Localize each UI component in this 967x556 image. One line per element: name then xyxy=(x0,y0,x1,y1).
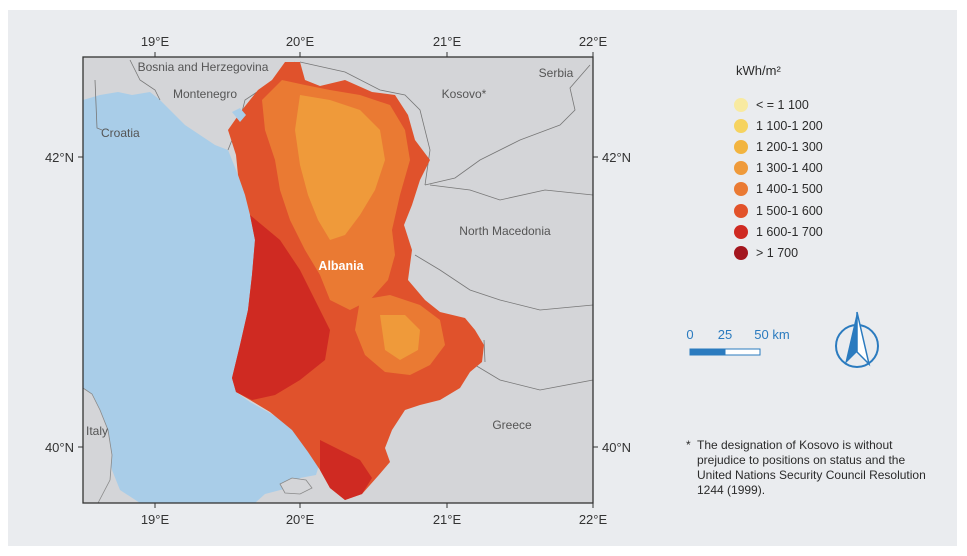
legend-swatch xyxy=(734,97,748,112)
axis-ticks xyxy=(78,52,598,508)
legend-item: 1 400-1 500 xyxy=(734,179,823,200)
legend-label: 1 200-1 300 xyxy=(756,139,823,154)
legend-label: 1 500-1 600 xyxy=(756,203,823,218)
southern-coast xyxy=(320,440,372,500)
legend-item: < = 1 100 xyxy=(734,94,823,115)
label-north-macedonia: North Macedonia xyxy=(459,224,551,238)
legend-swatch xyxy=(734,161,748,176)
label-croatia: Croatia xyxy=(101,126,140,140)
legend-item: 1 600-1 700 xyxy=(734,221,823,242)
legend: < = 1 100 1 100-1 200 1 200-1 300 1 300-1 4… xyxy=(734,94,823,264)
legend-item: 1 200-1 300 xyxy=(734,136,823,157)
top-longitude-19: 19°E xyxy=(141,34,170,49)
legend-label: 1 600-1 700 xyxy=(756,224,823,239)
scale-label-0: 0 xyxy=(686,327,693,342)
legend-swatch xyxy=(734,118,748,133)
legend-item: 1 500-1 600 xyxy=(734,200,823,221)
label-italy: Italy xyxy=(86,424,108,438)
bottom-longitude-21: 21°E xyxy=(433,512,462,527)
left-latitude-42: 42°N xyxy=(45,150,74,165)
legend-swatch xyxy=(734,224,748,239)
bottom-longitude-19: 19°E xyxy=(141,512,170,527)
label-bosnia: Bosnia and Herzegovina xyxy=(138,60,269,74)
scale-label-25: 25 xyxy=(718,327,732,342)
lake-shkodra xyxy=(232,108,246,122)
legend-swatch xyxy=(734,203,748,218)
bottom-longitude-22: 22°E xyxy=(579,512,608,527)
scale-bar: 0 25 50 km xyxy=(686,327,790,356)
label-serbia: Serbia xyxy=(539,66,574,80)
legend-swatch xyxy=(734,139,748,154)
highland-zone-2 xyxy=(295,95,385,240)
legend-label: < = 1 100 xyxy=(756,97,809,112)
legend-swatch xyxy=(734,245,748,260)
label-kosovo: Kosovo* xyxy=(442,87,487,101)
legend-item: 1 100-1 200 xyxy=(734,115,823,136)
highland-zone-4 xyxy=(380,315,420,360)
legend-item: 1 300-1 400 xyxy=(734,158,823,179)
left-latitude-40: 40°N xyxy=(45,440,74,455)
legend-label: > 1 700 xyxy=(756,245,799,260)
bottom-longitude-20: 20°E xyxy=(286,512,315,527)
legend-item: > 1 700 xyxy=(734,242,823,263)
map-frame xyxy=(82,56,594,504)
label-greece: Greece xyxy=(492,418,532,432)
legend-label: 1 100-1 200 xyxy=(756,118,823,133)
footnote-mark: * xyxy=(686,438,691,452)
legend-swatch xyxy=(734,182,748,197)
scale-label-50: 50 km xyxy=(754,327,789,342)
top-longitude-21: 21°E xyxy=(433,34,462,49)
footnote-text: The designation of Kosovo is without pre… xyxy=(697,438,926,497)
country-borders xyxy=(94,59,594,391)
legend-label: 1 400-1 500 xyxy=(756,182,823,197)
corfu-island xyxy=(279,477,313,495)
label-montenegro: Montenegro xyxy=(173,87,237,101)
legend-label: 1 300-1 400 xyxy=(756,161,823,176)
coastal-plain xyxy=(232,215,330,400)
north-arrow-icon xyxy=(835,311,879,368)
right-latitude-42: 42°N xyxy=(602,150,631,165)
top-longitude-20: 20°E xyxy=(286,34,315,49)
top-longitude-22: 22°E xyxy=(579,34,608,49)
legend-title: kWh/m² xyxy=(736,63,781,78)
right-latitude-40: 40°N xyxy=(602,440,631,455)
adriatic-sea xyxy=(83,92,320,503)
label-albania: Albania xyxy=(318,259,364,273)
kosovo-footnote: * The designation of Kosovo is without p… xyxy=(686,438,936,498)
